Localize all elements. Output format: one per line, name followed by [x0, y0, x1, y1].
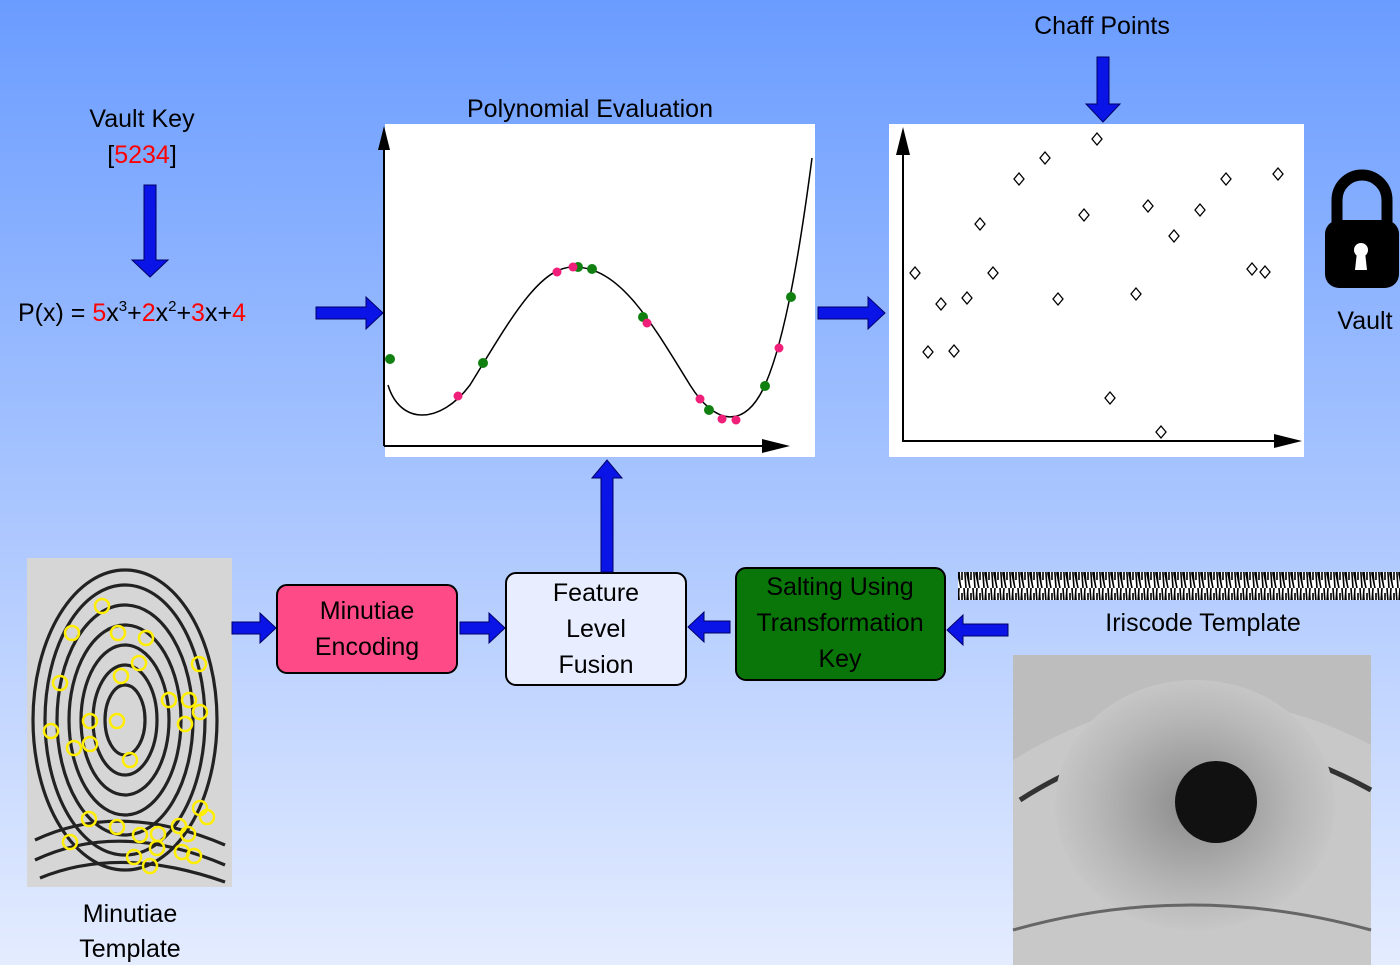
text-part: Salting Using	[766, 573, 913, 601]
iriscode-label: Iriscode Template	[1105, 609, 1300, 637]
bracket: [	[107, 141, 114, 169]
vault-label: Vault	[1337, 307, 1392, 335]
text-part: x	[156, 299, 169, 327]
text-part: 5	[92, 299, 106, 327]
text-part: +	[127, 299, 142, 327]
text-part: Template	[79, 935, 180, 963]
text-part: 4	[232, 299, 246, 327]
text-part: Minutiae	[320, 597, 415, 625]
text-part: Transformation	[756, 609, 923, 637]
evaluation-plot	[378, 124, 815, 457]
chaff-plot	[889, 124, 1304, 457]
text-part: Encoding	[315, 633, 419, 661]
page: Chaff Points Vault Key [5234] P(x) = 5x3…	[0, 0, 1400, 965]
text-part: Fusion	[558, 651, 633, 679]
fingerprint-image	[27, 558, 232, 887]
bracket: ]	[170, 141, 177, 169]
diagram: Chaff Points Vault Key [5234] P(x) = 5x3…	[0, 0, 1400, 965]
key: 5234	[114, 141, 170, 169]
iriscode-image	[958, 572, 1400, 600]
polynomial: P(x) = 5x3+2x2+3x+4	[18, 298, 246, 327]
text-part: Feature	[553, 579, 639, 607]
vault-key-label: Vault Key	[89, 105, 195, 133]
text-part: 3	[119, 298, 127, 315]
text-part: x+	[205, 299, 232, 327]
chaff-label: Chaff Points	[1034, 12, 1170, 40]
text-part: 2	[142, 299, 156, 327]
text-part: P(x) =	[18, 299, 92, 327]
text-part: x	[106, 299, 119, 327]
text-part: +	[176, 299, 191, 327]
vault-key: [5234]	[107, 141, 177, 169]
eye-image	[1013, 655, 1371, 965]
text-part: 3	[191, 299, 205, 327]
text-part: Minutiae	[83, 900, 178, 928]
text-part: Key	[818, 645, 862, 673]
text-part: 2	[168, 298, 176, 315]
text-part: Level	[566, 615, 626, 643]
evaluation-label: Polynomial Evaluation	[467, 95, 713, 123]
